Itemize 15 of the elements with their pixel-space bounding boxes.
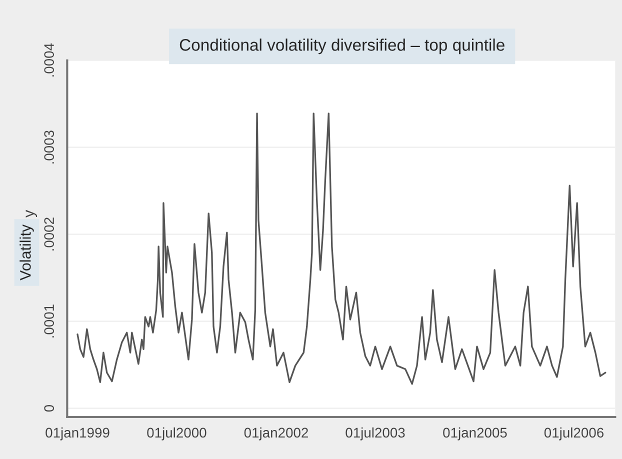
y-axis-title: y [26,210,38,218]
y-tick-label: 0 [44,404,54,412]
x-tick-label: 01jan1999 [46,427,110,440]
x-tick-label: 01jan2005 [443,427,507,440]
y-tick-label: .0002 [44,218,54,250]
x-tick-label: 01jul2003 [346,427,405,440]
text: Volatility [20,224,34,280]
chart-title: Conditional volatility diversified – top quintile [180,38,504,54]
y-tick-label: .0003 [44,130,54,164]
x-tick-label: 01jul2000 [147,427,206,440]
y-tick-label: .0004 [44,43,54,76]
x-tick-label: 01jul2006 [544,427,604,440]
line-series [76,112,606,385]
y-tick-label: .0001 [44,304,54,338]
x-tick-label: 01jan2002 [244,427,308,440]
